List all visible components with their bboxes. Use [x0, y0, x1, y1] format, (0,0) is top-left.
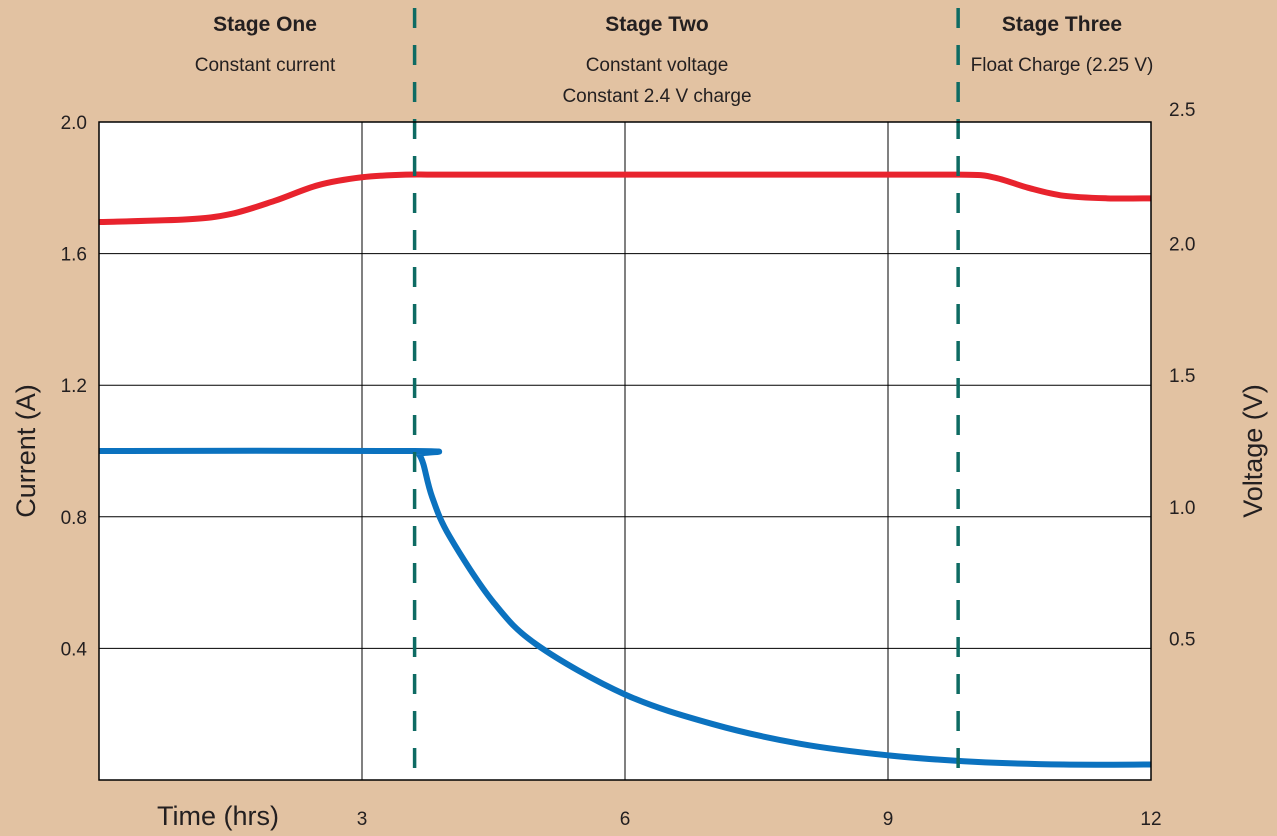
stage-name-label: Stage One	[213, 13, 317, 36]
stage-name-label: Stage Three	[1002, 13, 1122, 36]
x-tick-label: 9	[883, 809, 894, 830]
series-lines	[98, 171, 1152, 768]
stage-description-label: Constant 2.4 V charge	[562, 86, 751, 107]
tick-labels: 0.4 0.8 1.2 1.6 2.0 0.5 1.0 1.5 2.0 2.5 3 6 9 12	[61, 100, 1196, 830]
voltage-series-line	[98, 171, 1152, 226]
left-y-tick-label: 2.0	[61, 113, 87, 134]
right-y-tick-label: 2.5	[1169, 100, 1195, 121]
stage-description-label: Float Charge (2.25 V)	[971, 55, 1154, 76]
current-series-line	[98, 447, 1152, 768]
right-y-tick-label: 1.0	[1169, 498, 1195, 519]
left-y-tick-label: 0.4	[61, 639, 88, 660]
plot-frame	[98, 121, 1152, 781]
gridlines	[99, 122, 1151, 780]
left-y-tick-label: 1.2	[61, 376, 87, 397]
stage-description-label: Constant voltage	[586, 55, 729, 76]
right-y-axis-label: Voltage (V)	[1238, 384, 1268, 518]
x-tick-label: 6	[620, 809, 631, 830]
left-y-axis-label: Current (A)	[11, 384, 41, 518]
right-y-tick-label: 1.5	[1169, 366, 1195, 387]
stage-dividers	[412, 8, 960, 780]
x-tick-label: 3	[357, 809, 368, 830]
stage-name-label: Stage Two	[605, 13, 708, 36]
left-y-tick-label: 0.8	[61, 508, 87, 529]
x-axis-label: Time (hrs)	[157, 801, 279, 831]
stage-description-label: Constant current	[195, 55, 336, 76]
x-tick-label: 12	[1140, 809, 1161, 830]
left-y-tick-label: 1.6	[61, 245, 87, 266]
right-y-tick-label: 0.5	[1169, 629, 1195, 650]
stage-labels: Stage One Constant current Stage Two Consta…	[195, 13, 1154, 107]
right-y-tick-label: 2.0	[1169, 235, 1195, 256]
